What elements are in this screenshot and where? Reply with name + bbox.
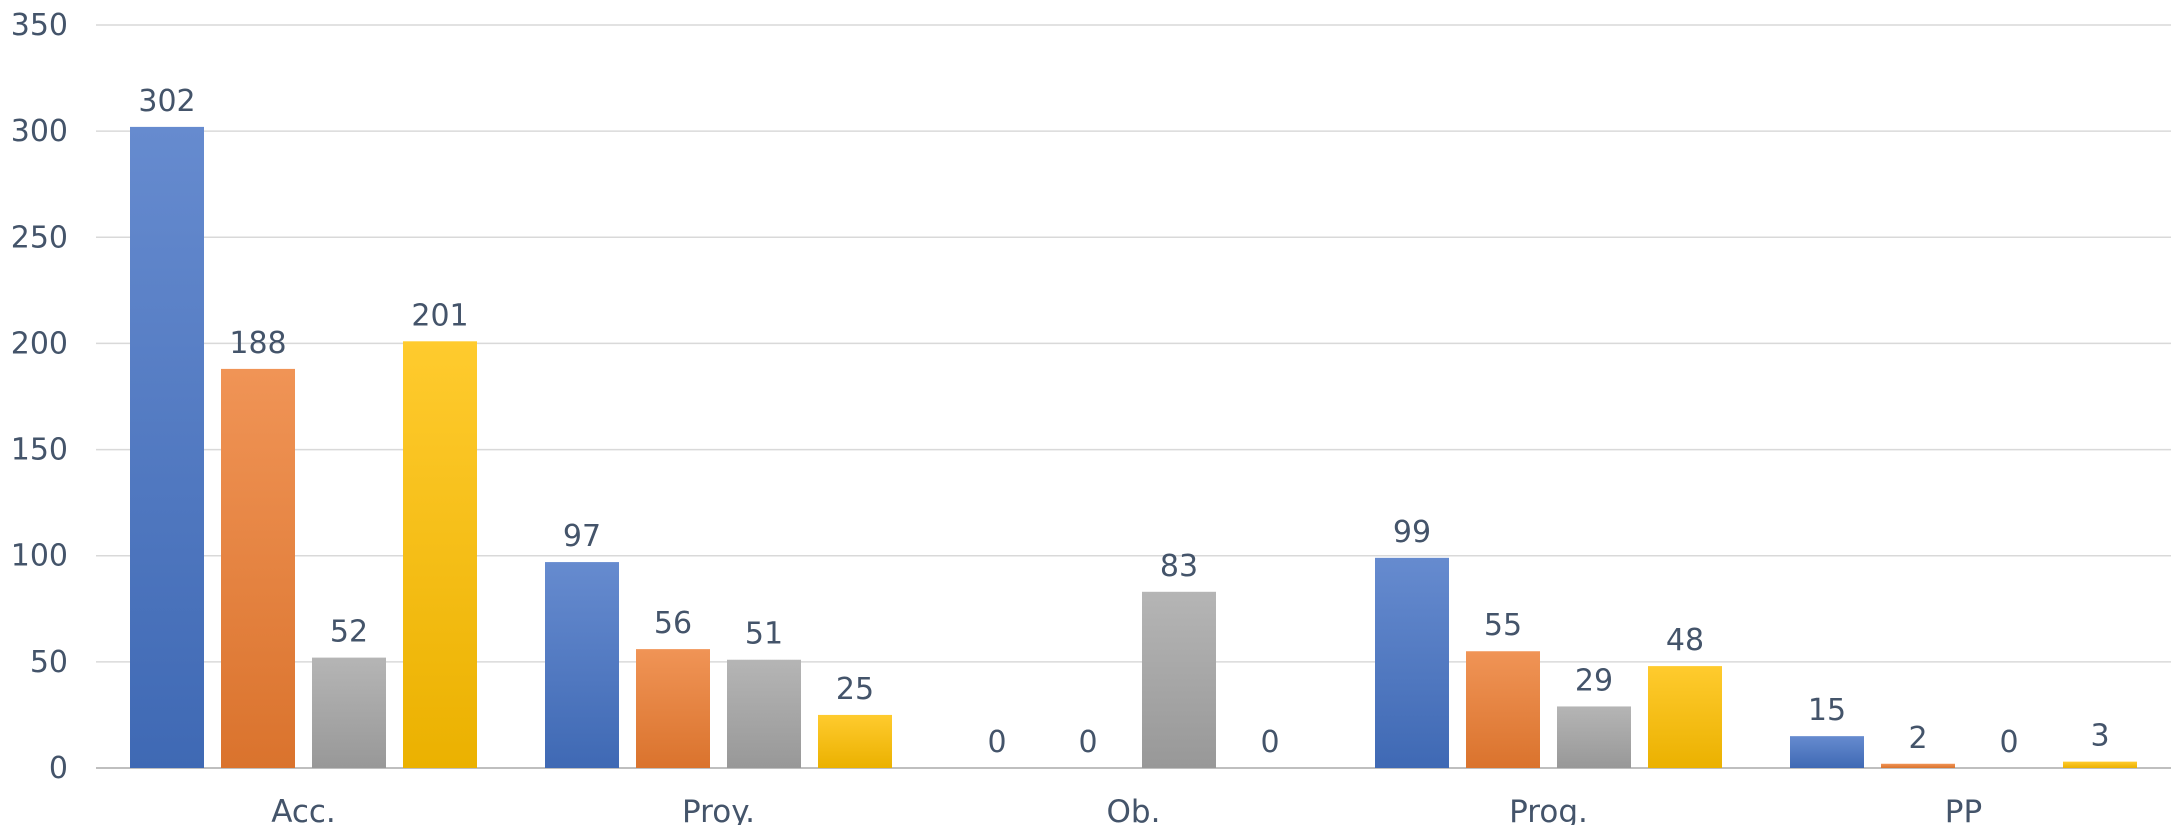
bar bbox=[1881, 763, 1955, 768]
y-tick-label: 350 bbox=[11, 8, 68, 43]
bar-value-label: 0 bbox=[1999, 725, 2018, 760]
bar bbox=[818, 714, 892, 768]
y-tick-label: 150 bbox=[11, 433, 68, 468]
bar bbox=[1790, 736, 1864, 768]
x-category-label: Ob. bbox=[1107, 794, 1161, 825]
bar-value-label: 97 bbox=[563, 519, 601, 554]
bar bbox=[403, 341, 477, 768]
bar-value-label: 0 bbox=[1260, 725, 1279, 760]
x-category-label: Acc. bbox=[271, 794, 336, 825]
bar bbox=[1648, 666, 1722, 768]
bar-value-label: 2 bbox=[1908, 721, 1927, 756]
bar bbox=[312, 657, 386, 768]
bars bbox=[130, 126, 2137, 768]
bar-value-label: 15 bbox=[1808, 693, 1846, 728]
bar-value-label: 48 bbox=[1666, 623, 1704, 658]
bar-value-label: 0 bbox=[1078, 725, 1097, 760]
bar-value-label: 83 bbox=[1160, 549, 1198, 584]
x-category-label: Prog. bbox=[1509, 794, 1588, 825]
bar bbox=[1142, 591, 1216, 768]
bar bbox=[1557, 706, 1631, 768]
y-tick-label: 0 bbox=[49, 751, 68, 786]
bar-value-label: 56 bbox=[654, 606, 692, 641]
data-labels: 302 188 52 201 97 56 51 25 0 0 83 0 99 55 29 48 15 2 0 3 bbox=[138, 84, 2109, 760]
y-tick-label: 200 bbox=[11, 326, 68, 361]
x-category-label: PP bbox=[1945, 794, 1982, 825]
x-category-label: Proy. bbox=[682, 794, 755, 825]
bar-value-label: 29 bbox=[1575, 663, 1613, 698]
bar bbox=[727, 659, 801, 768]
bar-value-label: 3 bbox=[2090, 719, 2109, 754]
bar bbox=[545, 562, 619, 768]
bar bbox=[636, 649, 710, 768]
bar bbox=[1466, 651, 1540, 768]
y-tick-label: 100 bbox=[11, 539, 68, 574]
bar-value-label: 201 bbox=[411, 298, 468, 333]
y-axis-tick-labels: 0 50 100 150 200 250 300 350 bbox=[11, 8, 68, 786]
bar bbox=[130, 126, 204, 768]
y-tick-label: 50 bbox=[30, 645, 68, 680]
bar-value-label: 99 bbox=[1393, 515, 1431, 550]
y-tick-label: 250 bbox=[11, 220, 68, 255]
bar-value-label: 52 bbox=[330, 615, 368, 650]
bar bbox=[2063, 761, 2137, 768]
bar-value-label: 51 bbox=[745, 617, 783, 652]
bar-value-label: 0 bbox=[987, 725, 1006, 760]
bar-value-label: 302 bbox=[138, 84, 195, 119]
y-tick-label: 300 bbox=[11, 114, 68, 149]
bar bbox=[1375, 557, 1449, 768]
bar-value-label: 55 bbox=[1484, 608, 1522, 643]
x-axis-category-labels: Acc. Proy. Ob. Prog. PP bbox=[271, 794, 1982, 825]
bar-value-label: 25 bbox=[836, 672, 874, 707]
bar-value-label: 188 bbox=[229, 326, 286, 361]
bar bbox=[221, 368, 295, 768]
